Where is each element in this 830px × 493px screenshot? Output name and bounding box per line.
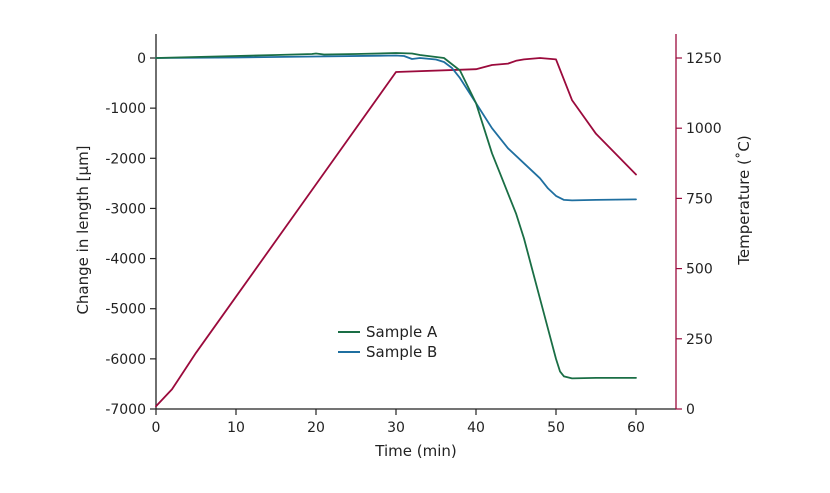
y-tick-label: -4000 [105,252,146,268]
y2-axis-title: Temperature (˚C) [735,135,753,265]
x-tick-label: 0 [152,420,161,436]
y2-tick-label: 1250 [686,51,722,67]
x-tick-label: 60 [627,420,645,436]
y2-tick-label: 0 [686,402,695,418]
legend-label-sample-a: Sample A [366,323,438,341]
y2-tick-label: 1000 [686,121,722,137]
x-tick-label: 20 [307,420,325,436]
y-axis-title: Change in length [µm] [74,145,92,314]
x-tick-label: 40 [467,420,485,436]
x-axis-title: Time (min) [374,442,456,460]
legend-label-sample-b: Sample B [366,343,437,361]
y-tick-label: -6000 [105,352,146,368]
series-sample-b-line [155,54,637,202]
y-tick-label: -2000 [105,151,146,167]
y2-tick-label: 500 [686,262,713,278]
x-tick-label: 10 [227,420,245,436]
x-tick-label: 50 [547,420,565,436]
y-tick-label: 0 [137,51,146,67]
y-tick-label: -7000 [105,402,146,418]
y-tick-label: -3000 [105,201,146,217]
x-tick-label: 30 [387,420,405,436]
y2-tick-label: 250 [686,332,713,348]
series-temperature-line [155,57,637,408]
y-tick-label: -1000 [105,101,146,117]
legend: Sample A Sample B [338,323,438,361]
series-layer [155,52,637,408]
y-tick-label: -5000 [105,302,146,318]
ticks-layer: 0 10 20 30 40 50 60 0 -1000 -2000 -3000 -4000 -5000 -… [105,51,721,436]
series-sample-a-line [155,52,637,380]
y2-tick-label: 750 [686,191,713,207]
